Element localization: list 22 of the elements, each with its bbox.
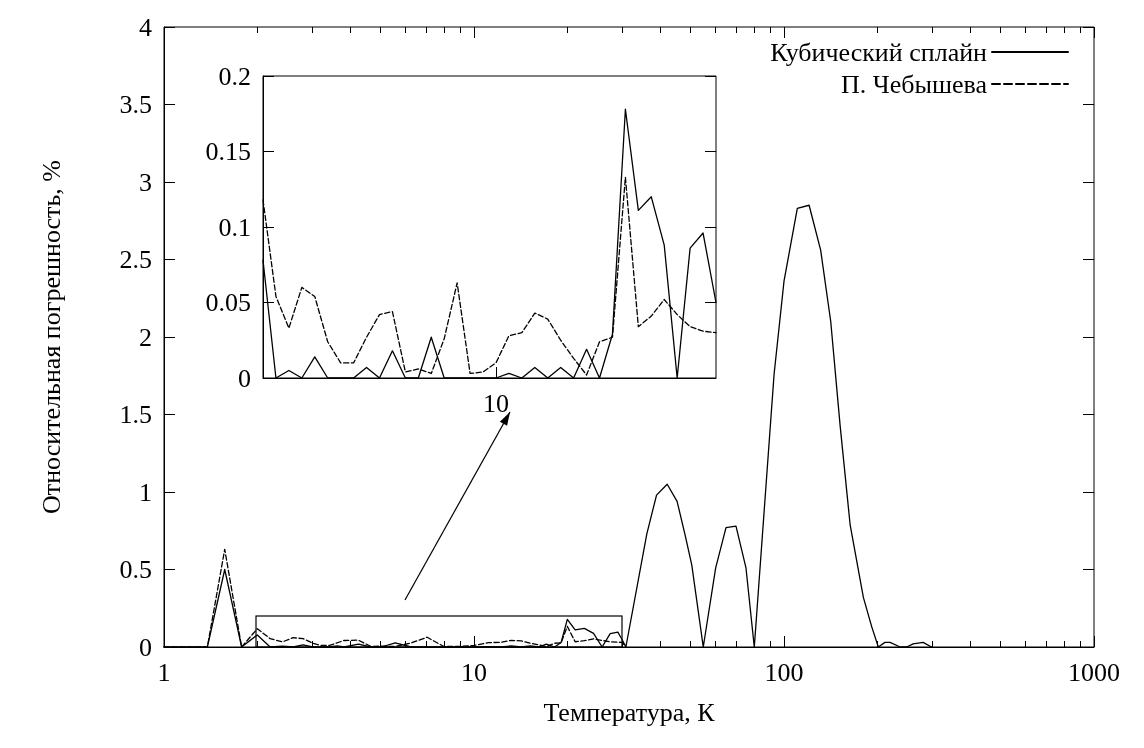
y-tick-label: 1.5 xyxy=(119,400,152,429)
y-axis-title: Относительная погрешность, % xyxy=(36,160,66,514)
legend-label: П. Чебышева xyxy=(841,69,988,99)
y-tick-label: 1 xyxy=(139,477,152,507)
y-tick-label: 0.2 xyxy=(218,61,251,91)
y-tick-label: 0.15 xyxy=(205,137,251,166)
legend-label: Кубический сплайн xyxy=(770,37,988,67)
y-tick-label: 2.5 xyxy=(119,245,152,274)
x-tick-label: 1000 xyxy=(1068,657,1120,687)
y-tick-label: 2 xyxy=(139,322,152,352)
y-tick-label: 0.05 xyxy=(205,288,251,317)
y-tick-label: 0.5 xyxy=(119,555,152,584)
y-tick-label: 0.1 xyxy=(218,212,251,242)
x-tick-label: 10 xyxy=(482,388,509,418)
x-tick-label: 10 xyxy=(461,657,487,687)
x-axis-title: Температура, К xyxy=(543,697,716,727)
y-tick-label: 0 xyxy=(139,632,152,662)
x-tick-label: 100 xyxy=(764,657,804,687)
y-tick-label: 4 xyxy=(139,12,152,42)
y-tick-label: 0 xyxy=(238,363,251,393)
y-tick-label: 3.5 xyxy=(119,90,152,119)
y-tick-label: 3 xyxy=(139,167,152,197)
